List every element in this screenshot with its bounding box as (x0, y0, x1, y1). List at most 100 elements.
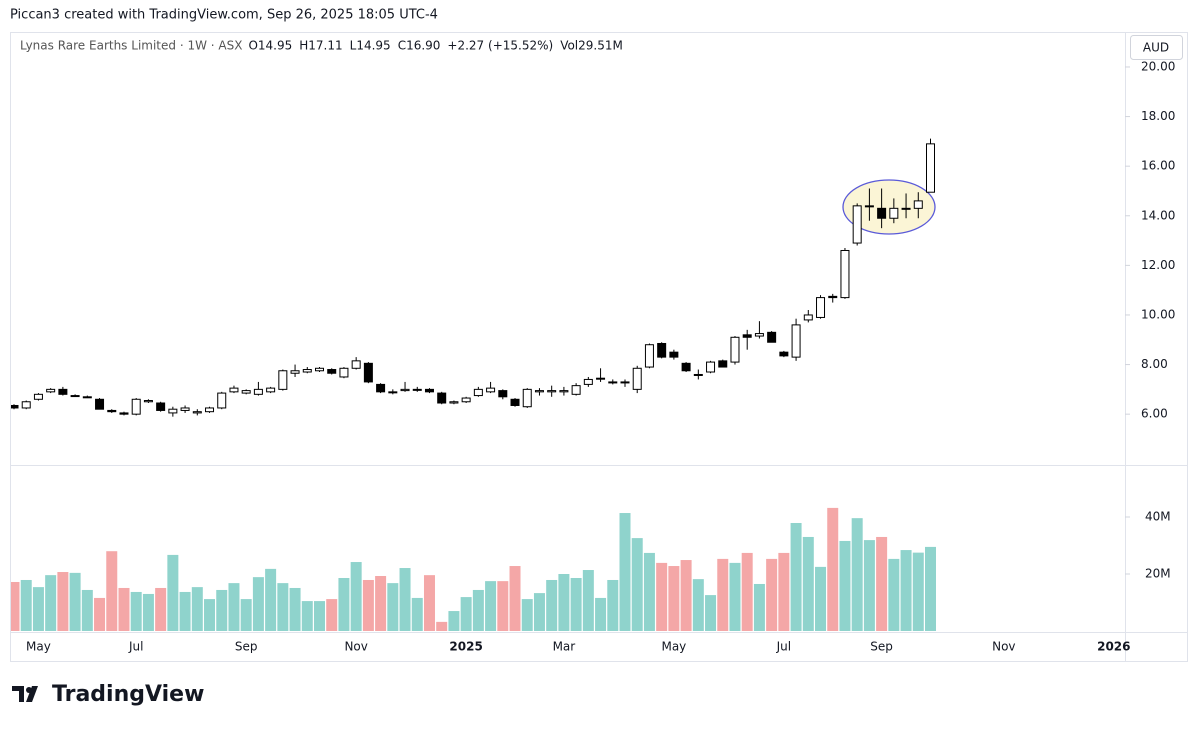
x-tick-label: 2026 (1097, 640, 1130, 654)
candle-body (693, 373, 703, 376)
volume-bar (851, 518, 863, 631)
candle-body (363, 362, 373, 383)
candle-body (534, 390, 544, 393)
volume-bar (338, 577, 350, 631)
candle-body (82, 396, 92, 399)
frame (10, 32, 1188, 662)
candle-body (779, 351, 789, 357)
legend: O14.95 H17.11 L14.95 C16.90 +2.27 (+15.52%) V… (248, 39, 622, 53)
volume-bar (277, 583, 289, 631)
candle-body (596, 377, 606, 380)
volume-bar (521, 599, 533, 631)
candle-body (21, 401, 31, 409)
logo-icon (12, 686, 38, 702)
legend-item: Vol29.51M (560, 39, 623, 53)
volume-bar (167, 554, 179, 631)
candle-body (791, 324, 801, 358)
legend-item: C16.90 (398, 39, 441, 53)
candle-body (241, 390, 251, 394)
candle-body (327, 369, 337, 374)
volume-bar (912, 552, 924, 631)
volume-bar (81, 589, 93, 631)
volume-bar (778, 552, 790, 631)
volume-bar (533, 593, 545, 631)
volume-bar (680, 560, 692, 631)
volume-bar (766, 558, 778, 631)
volume-bar (546, 579, 558, 631)
candle-body (376, 383, 386, 393)
volume-bar (595, 597, 607, 631)
volume-bar (57, 572, 69, 631)
candle-body (351, 360, 361, 369)
candle-body (926, 143, 935, 193)
candle-body (473, 388, 483, 397)
volume-bar (45, 575, 57, 631)
y-tick-label: 12.00 (1141, 258, 1175, 272)
y-tick-label: 8.00 (1141, 357, 1168, 371)
volume-bar (20, 579, 32, 631)
candle-body (828, 295, 838, 299)
volume-bar (925, 546, 936, 631)
candle-body (70, 395, 80, 398)
volume-bar (240, 599, 252, 631)
volume-bar (436, 621, 448, 631)
logo-text: TradingView (52, 682, 204, 707)
volume-bar (741, 552, 753, 631)
candle-body (278, 370, 288, 390)
volume-bar (228, 583, 240, 631)
legend-item: H17.11 (299, 39, 342, 53)
volume-bar (130, 591, 142, 631)
candle-body (877, 207, 887, 219)
candle-body (461, 397, 471, 403)
candle-body (400, 388, 410, 392)
volume-bar (411, 597, 423, 631)
candle-body (168, 408, 178, 414)
candle-body (143, 400, 153, 403)
candle-body (58, 388, 68, 395)
candle-body (706, 361, 716, 373)
legend-item: +2.27 (+15.52%) (447, 39, 553, 53)
y-tick-label: 14.00 (1141, 208, 1175, 222)
candle-body (547, 390, 557, 393)
volume-bar (142, 593, 154, 631)
credit: Piccan3 created with TradingView.com, Se… (10, 8, 438, 23)
x-tick-label: Jul (128, 640, 143, 654)
y-tick-label: 18.00 (1141, 109, 1175, 123)
candle-body (559, 390, 569, 393)
x-tick-label: Sep (870, 640, 893, 654)
volume-bar (717, 558, 729, 631)
candle-body (412, 388, 422, 391)
candle-body (315, 367, 324, 372)
volume-bar (32, 587, 44, 631)
candle-body (437, 392, 447, 404)
volume-bar (570, 577, 582, 631)
currency-box (1130, 35, 1183, 60)
annotation-ellipse (842, 179, 936, 235)
volume-bar (497, 581, 509, 631)
volume-bar (485, 581, 497, 631)
candle-body (852, 205, 862, 244)
candle-body (583, 378, 593, 385)
candle-body (889, 207, 899, 219)
volume-bar (900, 550, 912, 631)
volume-bar (252, 577, 264, 631)
currency: AUD (1143, 41, 1169, 55)
y-tick-label: 10.00 (1141, 307, 1175, 321)
volume-bar (204, 599, 216, 631)
candle-body (46, 388, 56, 393)
volume-bar (314, 601, 325, 631)
candle-body (33, 393, 43, 400)
x-tick-label: May (26, 640, 51, 654)
y-tick-label: 6.00 (1141, 407, 1168, 421)
volume-bar (827, 507, 839, 631)
volume-bar (643, 552, 655, 631)
candle-body (302, 369, 312, 373)
volume-bar (631, 538, 643, 631)
volume-bar (179, 591, 191, 631)
volume-bar (607, 579, 619, 631)
volume-bar (387, 583, 399, 631)
volume-bar (876, 536, 888, 631)
x-tick-label: Sep (235, 640, 258, 654)
candle-body (620, 381, 630, 384)
y2-tick-label: 20M (1145, 567, 1171, 581)
